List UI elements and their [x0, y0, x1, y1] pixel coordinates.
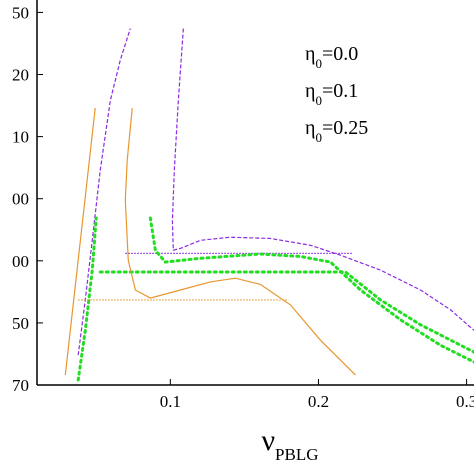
legend-entry: η0=0.1	[305, 80, 358, 108]
text-part: ν	[261, 424, 275, 457]
curve	[98, 270, 474, 354]
y-tick-label: 20	[12, 66, 29, 85]
curve	[76, 216, 98, 382]
text-sub: 0	[315, 93, 322, 108]
y-tick-label: 70	[12, 376, 29, 395]
text-part: η	[305, 43, 315, 65]
y-tick-label: 00	[12, 190, 29, 209]
y-tick-label: 50	[12, 314, 29, 333]
curve	[64, 107, 96, 376]
curve	[124, 107, 356, 376]
y-tick-label: 00	[12, 252, 29, 271]
x-tick-label: 0.3	[456, 392, 474, 411]
legend-entry: η0=0.0	[305, 43, 358, 71]
text-sub: PBLG	[275, 445, 318, 464]
curve	[148, 216, 474, 364]
legend-entry: η0=0.25	[305, 117, 368, 145]
text-part: =0.25	[322, 117, 368, 139]
curve	[171, 28, 474, 331]
x-tick-label: 0.1	[160, 392, 181, 411]
text-part: =0.1	[322, 80, 358, 102]
x-axis-label: νPBLG	[261, 424, 318, 464]
text-part: η	[305, 117, 315, 139]
y-tick-label: 10	[12, 128, 29, 147]
text-sub: 0	[315, 56, 322, 71]
text-part: η	[305, 80, 315, 102]
text-sub: 0	[315, 130, 322, 145]
text-part: =0.0	[322, 43, 358, 65]
y-tick-label: 50	[12, 3, 29, 22]
x-tick-label: 0.2	[308, 392, 329, 411]
